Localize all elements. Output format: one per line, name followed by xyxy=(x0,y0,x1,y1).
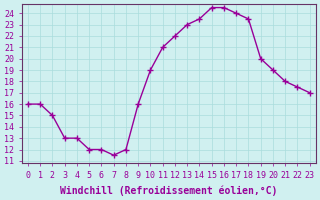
X-axis label: Windchill (Refroidissement éolien,°C): Windchill (Refroidissement éolien,°C) xyxy=(60,185,277,196)
